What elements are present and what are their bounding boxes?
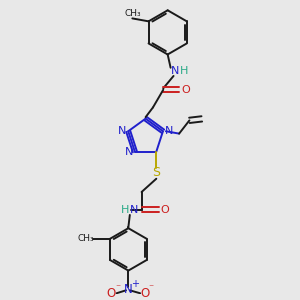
Text: O: O <box>140 287 149 300</box>
Text: N: N <box>124 283 133 296</box>
Text: N: N <box>125 147 133 157</box>
Text: N: N <box>130 205 138 215</box>
Text: H: H <box>180 66 189 76</box>
Text: CH₃: CH₃ <box>77 234 94 243</box>
Text: S: S <box>152 167 160 179</box>
Text: H: H <box>121 205 130 215</box>
Text: ⁻: ⁻ <box>115 283 120 293</box>
Text: N: N <box>165 126 173 136</box>
Text: N: N <box>171 66 179 76</box>
Text: CH₃: CH₃ <box>124 9 141 18</box>
Text: O: O <box>181 85 190 95</box>
Text: N: N <box>118 126 127 136</box>
Text: +: + <box>131 279 139 290</box>
Text: O: O <box>106 287 115 300</box>
Text: O: O <box>161 205 170 215</box>
Text: ⁻: ⁻ <box>149 283 154 293</box>
